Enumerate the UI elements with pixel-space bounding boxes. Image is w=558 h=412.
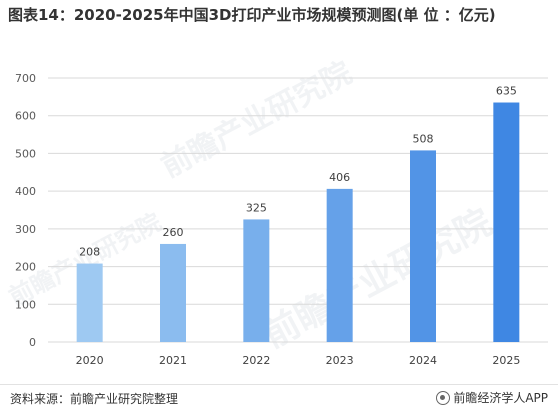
bar-2021 (160, 243, 186, 342)
y-tick-label: 700 (15, 72, 36, 85)
footer: 资料来源：前瞻产业研究院整理 前瞻经济学人APP (0, 384, 558, 412)
bar-chart: 0 100 200 300 400 500 600 700 208 260 325 406 508 63… (15, 72, 548, 367)
y-tick-label: 400 (15, 185, 36, 198)
data-label: 325 (246, 201, 267, 214)
y-tick-label: 0 (29, 336, 36, 349)
x-axis-ticks: 2020 2021 2022 2023 2024 2025 (76, 354, 521, 367)
x-tick-label: 2023 (326, 354, 354, 367)
x-tick-label: 2022 (242, 354, 270, 367)
brand-text: 前瞻经济学人APP (453, 391, 548, 405)
x-tick-label: 2021 (159, 354, 187, 367)
y-tick-label: 200 (15, 261, 36, 274)
x-tick-label: 2024 (409, 354, 437, 367)
brand-logo-icon (436, 390, 451, 405)
bar-2022 (243, 219, 270, 342)
x-tick-label: 2020 (76, 354, 104, 367)
data-labels: 208 260 325 406 508 635 (79, 85, 517, 259)
y-tick-label: 500 (15, 147, 36, 160)
bar-2020 (76, 263, 103, 342)
bars (76, 102, 520, 342)
y-axis-ticks: 0 100 200 300 400 500 600 700 (15, 72, 36, 349)
y-tick-label: 100 (15, 298, 36, 311)
bar-2023 (326, 188, 353, 342)
bar-2025 (493, 102, 520, 342)
grid-lines (48, 77, 548, 343)
data-label: 208 (79, 246, 100, 259)
data-label: 406 (329, 171, 350, 184)
chart-title: 图表14：2020-2025年中国3D打印产业市场规模预测图(单 位 ：亿元) (8, 6, 496, 24)
source-text: 资料来源：前瞻产业研究院整理 (10, 392, 179, 406)
bar-2024 (410, 150, 436, 342)
y-tick-label: 600 (15, 110, 36, 123)
brand: 前瞻经济学人APP (436, 389, 548, 406)
x-tick-label: 2025 (492, 354, 520, 367)
data-label: 260 (163, 226, 184, 239)
data-label: 508 (413, 132, 434, 145)
data-label: 635 (496, 85, 517, 98)
y-tick-label: 300 (15, 223, 36, 236)
